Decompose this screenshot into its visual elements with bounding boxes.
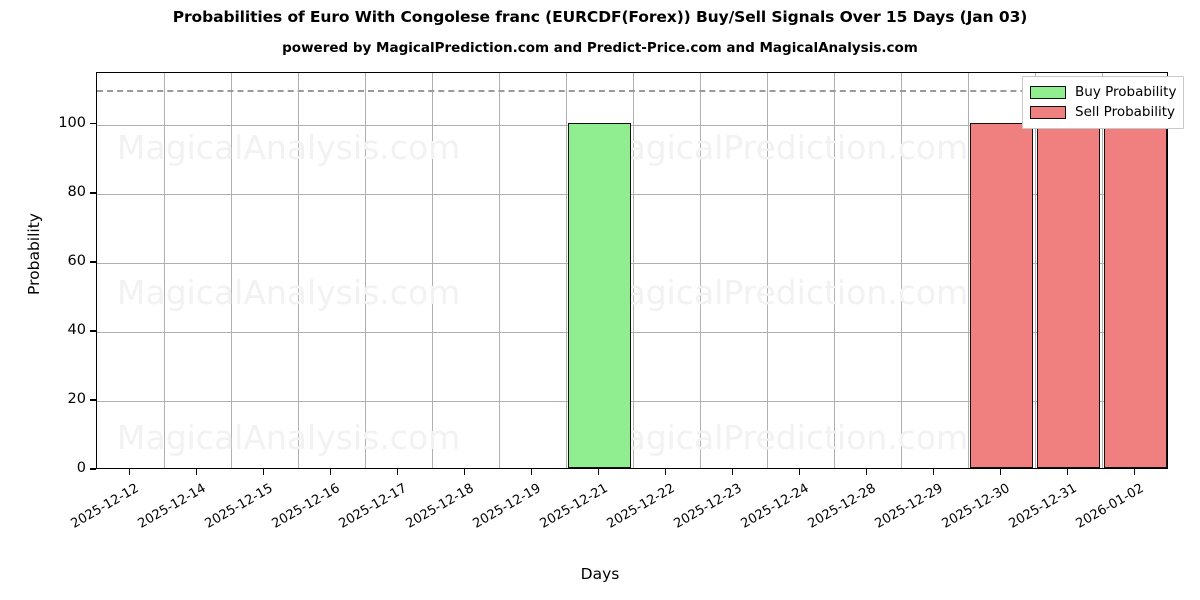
gridline-horizontal	[97, 262, 1167, 264]
y-tick-mark	[90, 330, 96, 332]
threshold-line	[97, 90, 1167, 93]
gridline-vertical	[298, 73, 299, 468]
bar	[1037, 122, 1100, 468]
y-tick-mark	[90, 261, 96, 263]
y-tick-mark	[90, 123, 96, 125]
y-tick-label: 80	[67, 183, 86, 200]
gridline-vertical	[432, 73, 433, 468]
watermark-text: MagicalAnalysis.com	[117, 418, 461, 457]
gridline-horizontal	[97, 124, 1167, 126]
chart-subtitle: powered by MagicalPrediction.com and Pre…	[282, 40, 918, 56]
chart-legend: Buy Probability Sell Probability	[1022, 76, 1185, 129]
y-tick-mark	[90, 192, 96, 194]
gridline-vertical	[901, 73, 902, 468]
x-tick-mark	[262, 469, 265, 475]
gridline-vertical	[633, 73, 634, 468]
x-tick-mark	[731, 469, 734, 475]
gridline-vertical	[164, 73, 165, 468]
gridline-vertical	[1102, 73, 1103, 468]
x-tick-mark	[798, 469, 801, 475]
chart-title: Probabilities of Euro With Congolese fra…	[172, 8, 1028, 26]
y-tick-label: 100	[58, 114, 86, 131]
y-tick-label: 0	[76, 460, 86, 476]
gridline-horizontal	[97, 193, 1167, 195]
x-tick-mark	[396, 469, 399, 475]
watermark-text: MagicalAnalysis.com	[117, 128, 461, 167]
x-tick-mark	[664, 469, 667, 475]
y-axis-title: Probability	[25, 213, 43, 295]
x-tick-mark	[1133, 469, 1136, 475]
x-tick-mark	[463, 469, 466, 475]
gridline-horizontal	[97, 400, 1167, 402]
legend-label: Buy Probability	[1075, 84, 1177, 100]
x-tick-mark	[530, 469, 533, 475]
y-tick-label: 20	[67, 390, 86, 407]
watermark-text: MagicalPrediction.com	[597, 273, 969, 312]
legend-swatch-icon	[1030, 105, 1066, 119]
gridline-vertical	[968, 73, 969, 468]
gridline-horizontal	[97, 331, 1167, 333]
gridline-vertical	[834, 73, 835, 468]
legend-item: Sell Probability	[1030, 102, 1176, 122]
x-tick-mark	[128, 469, 131, 475]
gridline-vertical	[231, 73, 232, 468]
gridline-vertical	[566, 73, 567, 468]
bar	[568, 122, 631, 468]
gridline-vertical	[365, 73, 366, 468]
plot-area: MagicalAnalysis.com MagicalPrediction.com…	[96, 72, 1168, 469]
y-tick-mark	[90, 399, 96, 401]
legend-item: Buy Probability	[1030, 82, 1176, 102]
gridline-vertical	[1035, 73, 1036, 468]
x-tick-mark	[865, 469, 868, 475]
watermark-text: MagicalAnalysis.com	[117, 273, 461, 312]
bar	[1104, 122, 1167, 468]
y-tick-label: 40	[67, 321, 86, 338]
gridline-vertical	[499, 73, 500, 468]
x-tick-mark	[932, 469, 935, 475]
gridline-vertical	[700, 73, 701, 468]
watermark-text: MagicalPrediction.com	[597, 128, 969, 167]
bar	[970, 122, 1033, 468]
legend-swatch-icon	[1030, 85, 1066, 99]
y-tick-label: 60	[67, 252, 86, 269]
x-tick-mark	[999, 469, 1002, 475]
gridline-vertical	[767, 73, 768, 468]
y-tick-mark	[90, 468, 96, 470]
x-axis-title: Days	[580, 565, 620, 583]
x-tick-mark	[597, 469, 600, 475]
watermark-text: MagicalPrediction.com	[597, 418, 969, 457]
x-tick-mark	[329, 469, 332, 475]
x-tick-mark	[1066, 469, 1069, 475]
x-tick-mark	[195, 469, 198, 475]
legend-label: Sell Probability	[1075, 104, 1176, 120]
